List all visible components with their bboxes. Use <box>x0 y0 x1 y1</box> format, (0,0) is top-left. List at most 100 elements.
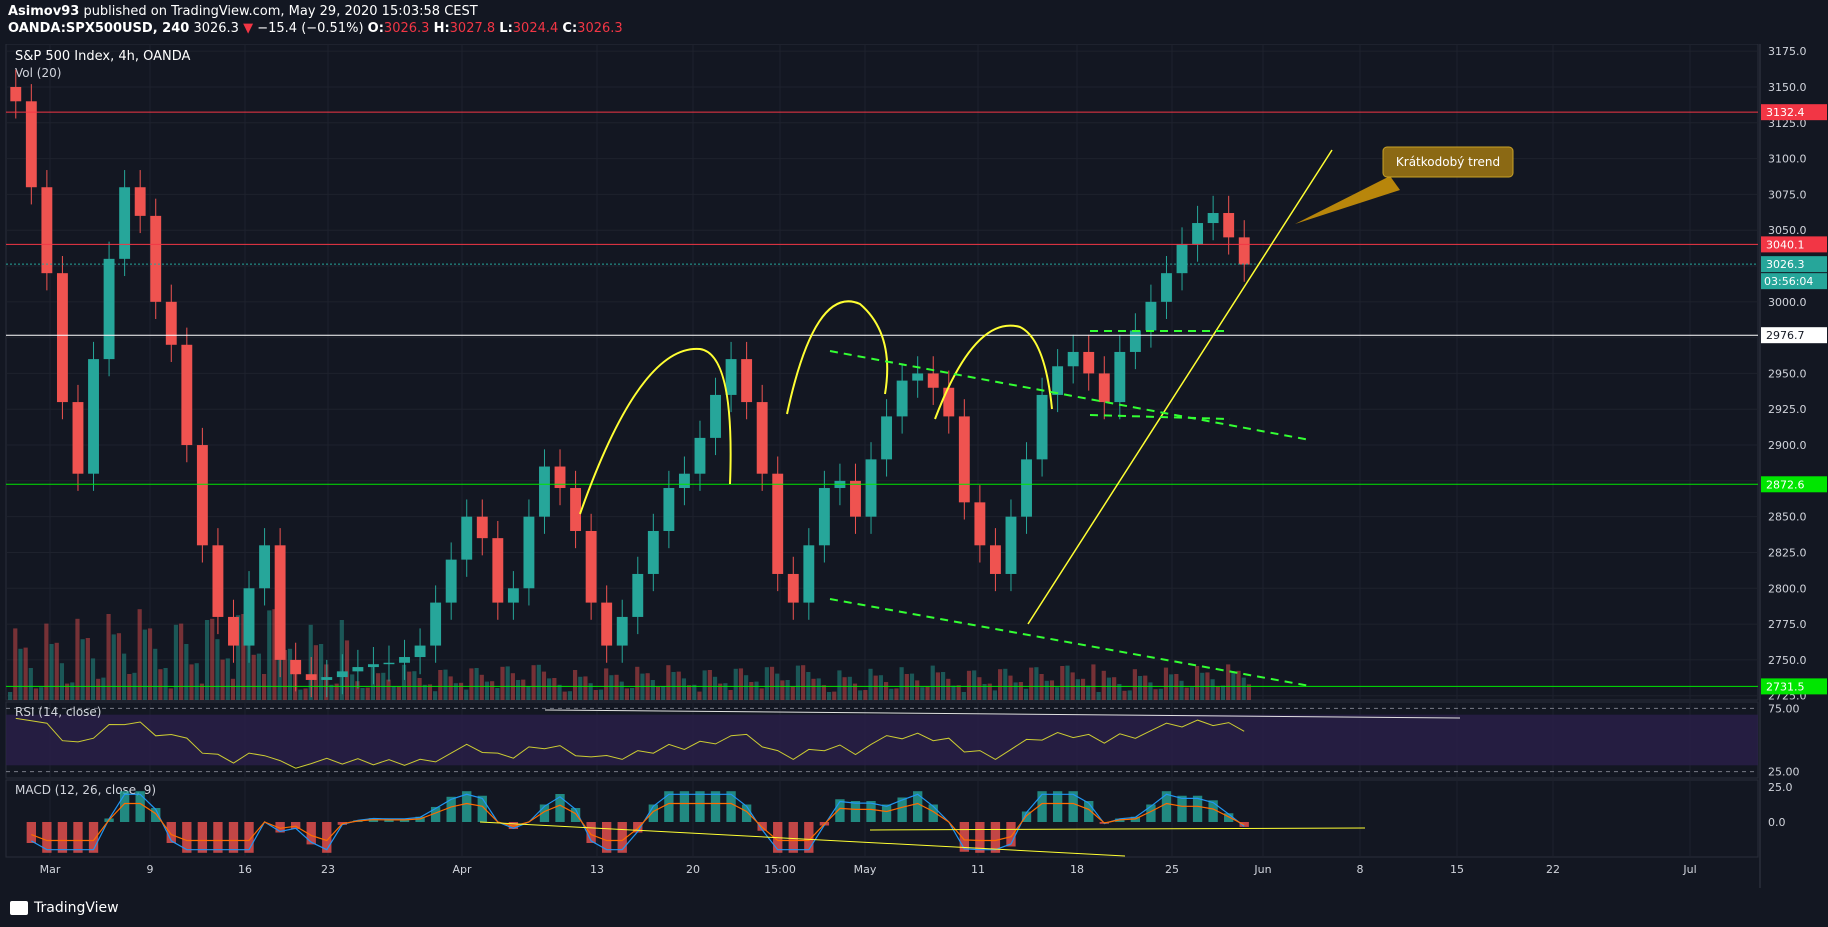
volume-bar <box>127 674 132 700</box>
volume-bar <box>604 668 609 700</box>
volume-bar <box>795 665 801 700</box>
short-term-trend-line <box>1027 149 1333 625</box>
volume-bar <box>744 675 749 700</box>
volume-bar <box>1034 667 1039 700</box>
volume-bar <box>355 681 360 700</box>
candle-body <box>943 387 955 417</box>
publisher-name[interactable]: Asimov93 <box>8 4 80 19</box>
candle-body <box>850 480 861 517</box>
macd-histogram-bar <box>679 791 690 822</box>
volume-bar <box>1065 665 1070 700</box>
candle-body <box>10 86 22 102</box>
y-tick-label: 2950.0 <box>1768 367 1807 380</box>
volume-bar <box>39 687 44 700</box>
volume-bar <box>438 670 443 700</box>
candle-body <box>539 466 550 517</box>
candle-body <box>150 215 162 302</box>
candle-body <box>1067 351 1079 367</box>
pattern-arc-3 <box>934 324 1053 420</box>
macd-histogram-bar <box>1006 822 1016 847</box>
volume-bar <box>1039 674 1044 700</box>
volume-bar <box>23 647 28 700</box>
macd-histogram-bar <box>1208 800 1218 822</box>
volume-bar <box>344 640 350 700</box>
symbol-name: OANDA:SPX500USD, 240 <box>8 21 190 36</box>
volume-bar <box>1029 667 1034 700</box>
volume-bar <box>261 674 267 700</box>
footer: TradingView <box>0 888 1828 927</box>
y-tick-label: 3175.0 <box>1768 45 1807 58</box>
x-tick-label: 15 <box>1450 863 1464 876</box>
volume-bar <box>811 678 816 700</box>
candle-body <box>1238 237 1250 265</box>
macd-histogram-bar <box>570 808 581 822</box>
tradingview-logo[interactable]: TradingView <box>10 900 119 916</box>
volume-bar <box>718 683 723 700</box>
volume-bar <box>256 653 261 700</box>
volume-bar <box>873 675 878 700</box>
volume-bar <box>251 654 256 700</box>
volume-bar <box>650 680 655 700</box>
candle-body <box>25 101 37 188</box>
volume-bar <box>702 670 707 700</box>
level-price-label: 2872.6 <box>1766 478 1805 491</box>
volume-bar <box>122 653 127 700</box>
x-tick-label: 20 <box>686 863 700 876</box>
candle-body <box>1021 459 1032 517</box>
macd-histogram-bar <box>228 822 239 853</box>
y-tick-label: 3050.0 <box>1768 224 1807 237</box>
candle-body <box>1098 373 1110 403</box>
macd-histogram-bar <box>119 791 130 822</box>
volume-bar <box>1044 680 1049 700</box>
candle-body <box>461 516 473 560</box>
macd-histogram-bar <box>88 822 99 853</box>
x-tick-label: 9 <box>147 863 154 876</box>
x-tick-label: 16 <box>238 863 252 876</box>
macd-histogram-bar <box>866 801 876 822</box>
volume-bar <box>163 668 168 700</box>
volume-bar <box>904 674 909 700</box>
level-price-label: 3132.4 <box>1766 106 1805 119</box>
macd-histogram-bar <box>508 822 519 829</box>
volume-bar <box>303 688 308 700</box>
volume-bar <box>837 670 842 700</box>
volume-bar <box>868 668 873 700</box>
rsi-tick-label: 25.00 <box>1768 766 1800 779</box>
volume-bar <box>578 676 583 700</box>
candle-body <box>290 659 302 675</box>
macd-histogram-bar <box>166 822 176 843</box>
brand-name: TradingView <box>34 900 119 916</box>
volume-bar <box>464 689 469 700</box>
price-label-bg <box>1761 327 1827 344</box>
volume-bar <box>562 691 567 700</box>
macd-histogram-bar <box>1177 795 1187 822</box>
chart-area[interactable]: 2725.02750.02775.02800.02825.02850.02875… <box>0 44 1828 888</box>
candle-body <box>958 416 970 503</box>
y-tick-label: 2825.0 <box>1768 546 1807 559</box>
candle-body <box>585 530 597 603</box>
macd-histogram-bar <box>1084 801 1094 822</box>
volume-bar <box>44 623 49 700</box>
rsi-title: RSI (14, close) <box>15 705 101 719</box>
x-tick-label: 18 <box>1070 863 1084 876</box>
candle-body <box>56 273 68 403</box>
macd-histogram-bar <box>990 822 1001 853</box>
volume-bar <box>987 683 992 700</box>
volume-bar <box>655 686 661 700</box>
volume-bar <box>609 675 614 700</box>
candle-body <box>383 662 395 665</box>
macd-histogram-bar <box>244 822 254 853</box>
macd-histogram-bar <box>322 822 332 853</box>
volume-bar <box>1163 667 1169 700</box>
candle-body <box>1052 366 1064 395</box>
main-chart-title: S&P 500 Index, 4h, OANDA <box>15 49 191 64</box>
volume-bar <box>998 669 1003 700</box>
low-value: 3024.4 <box>512 21 559 36</box>
macd-histogram-bar <box>757 822 767 831</box>
volume-bar <box>515 680 521 700</box>
macd-tick-label: 25.0 <box>1768 781 1793 794</box>
volume-bar <box>215 639 220 700</box>
volume-bar <box>158 669 163 700</box>
volume-bar <box>946 678 951 700</box>
candle-body <box>647 530 659 574</box>
